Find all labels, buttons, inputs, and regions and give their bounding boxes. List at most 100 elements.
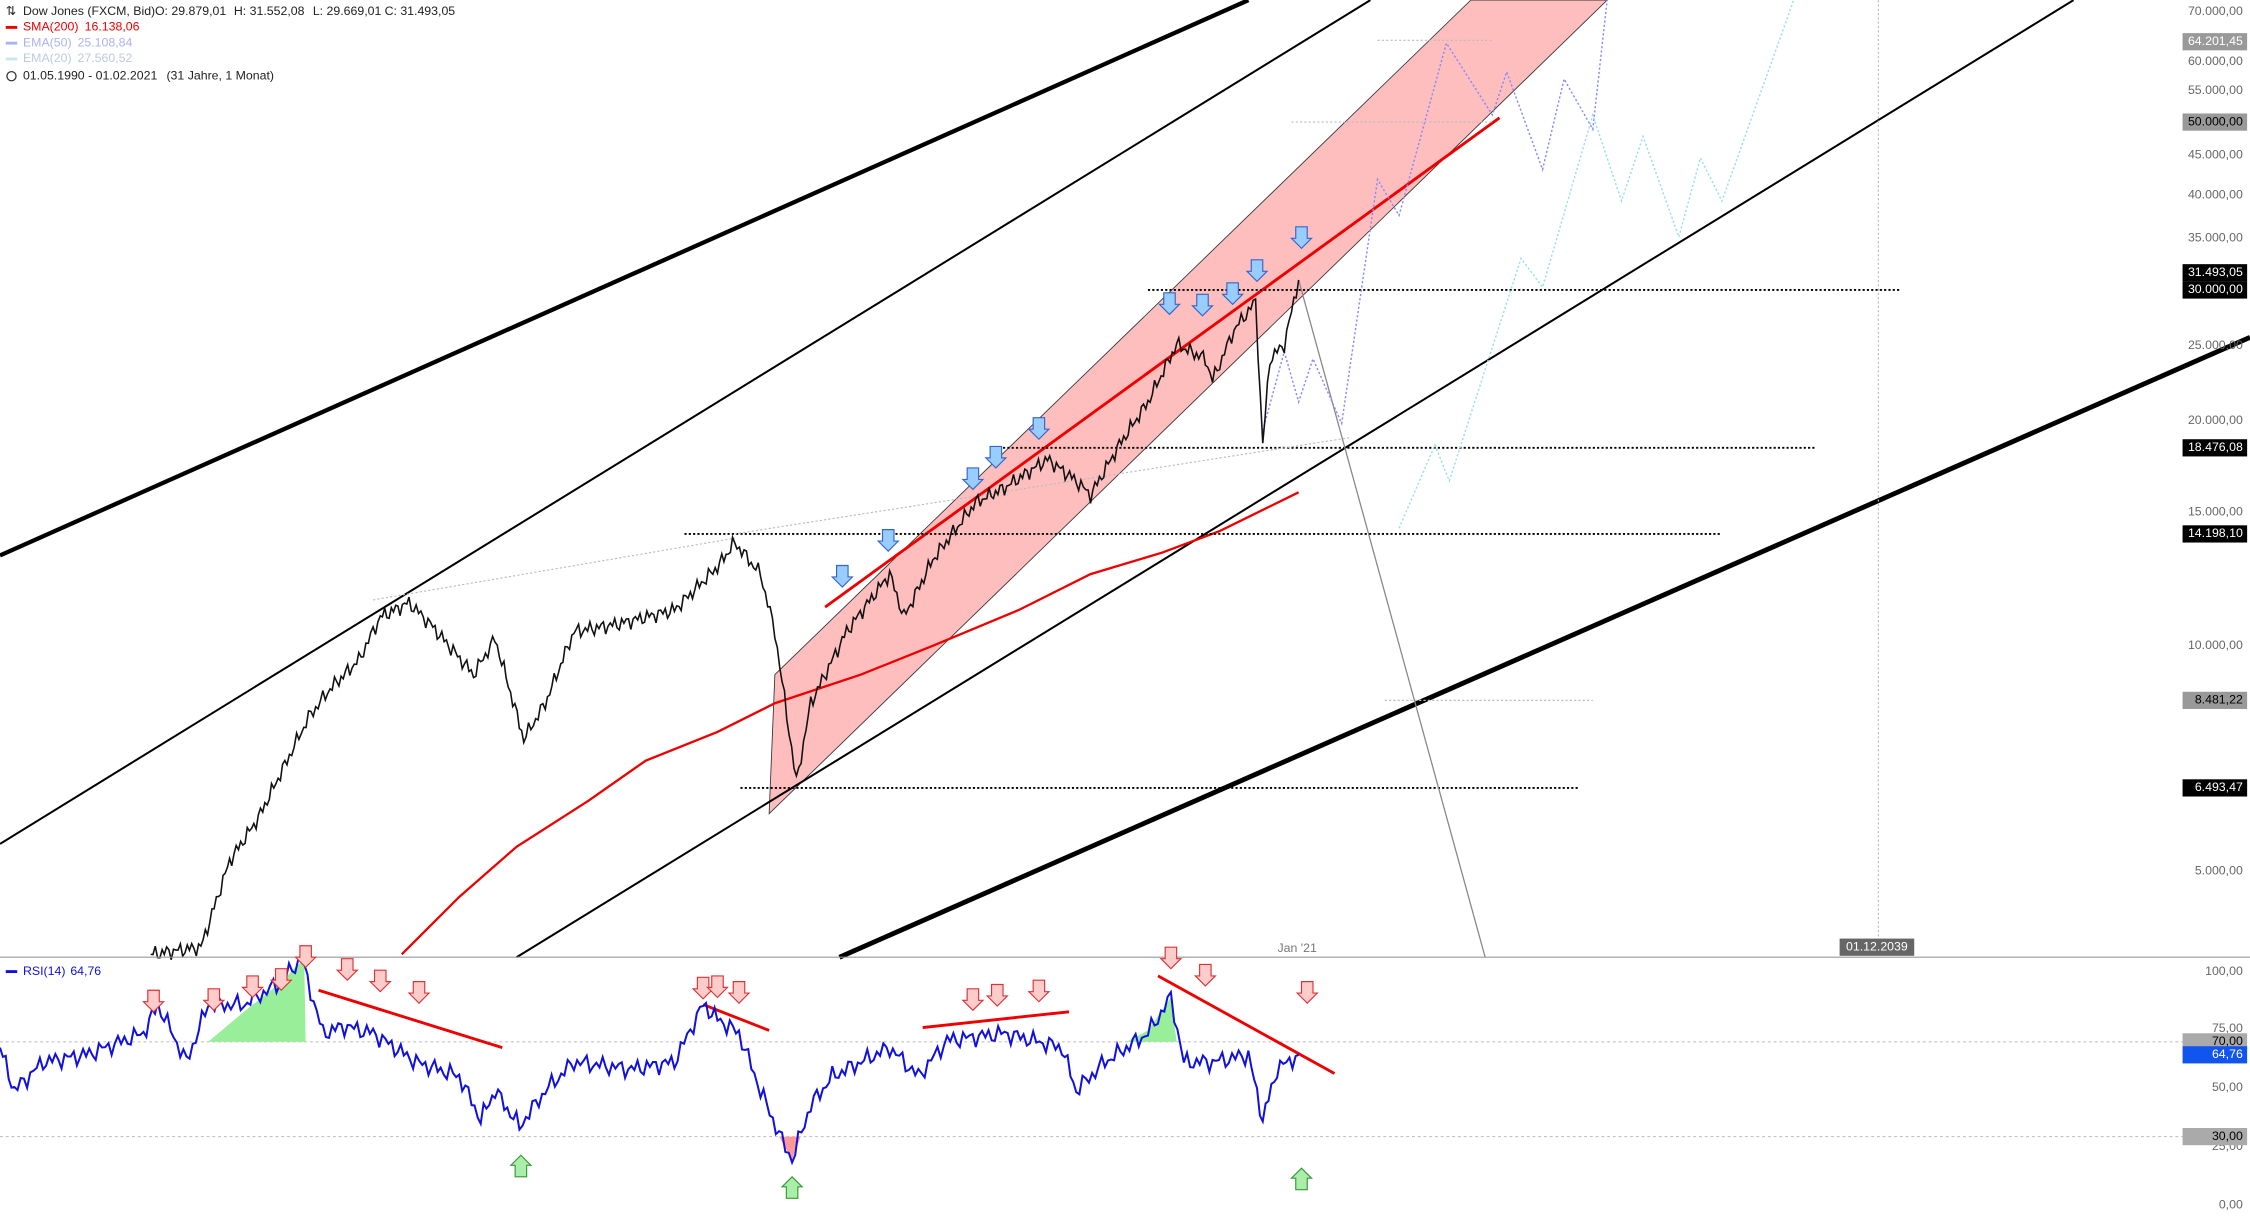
rsi-label: 0,00 bbox=[2219, 1198, 2243, 1212]
price-series bbox=[150, 279, 1300, 960]
buy-arrow bbox=[509, 1154, 533, 1178]
price-marker: 64.201,45 bbox=[2188, 34, 2243, 48]
sell-arrow bbox=[202, 988, 226, 1012]
sell-arrow bbox=[294, 945, 318, 969]
rsi-trend-line bbox=[922, 1010, 1070, 1029]
rsi-series bbox=[0, 957, 1300, 1166]
rsi-label: 75,00 bbox=[2212, 1021, 2243, 1035]
price-marker: 50.000,00 bbox=[2188, 114, 2243, 128]
rsi-marker: 70,00 bbox=[2212, 1034, 2243, 1048]
sell-arrow bbox=[1245, 259, 1269, 283]
ohlc: O: 29.879,01 bbox=[155, 4, 226, 18]
time-marker: 01.12.2039 bbox=[1846, 939, 1908, 953]
price-label: 10.000,00 bbox=[2188, 638, 2243, 652]
light-levels bbox=[372, 0, 1879, 941]
sma-line bbox=[400, 491, 1300, 956]
instrument-icon: ⇅ bbox=[6, 4, 16, 18]
price-marker: 18.476,08 bbox=[2188, 440, 2243, 454]
buy-arrow bbox=[780, 1175, 804, 1199]
price-label: 5.000,00 bbox=[2195, 863, 2243, 877]
trend-line bbox=[516, 0, 2075, 959]
price-label: 55.000,00 bbox=[2188, 83, 2243, 97]
buy-arrow bbox=[1290, 1167, 1313, 1191]
price-marker-box bbox=[2182, 525, 2248, 543]
indicator-name: SMA(200) bbox=[23, 20, 79, 34]
price-label: 40.000,00 bbox=[2188, 188, 2243, 202]
trend-line bbox=[824, 116, 1501, 609]
rsi-marker: 30,00 bbox=[2212, 1129, 2243, 1143]
sell-arrow bbox=[142, 989, 165, 1013]
sell-arrow bbox=[1158, 292, 1181, 316]
sell-arrow bbox=[727, 981, 751, 1004]
level-line bbox=[734, 437, 1349, 535]
sell-arrow bbox=[830, 564, 854, 588]
ohlc: C: 31.493,05 bbox=[385, 4, 456, 18]
price-line bbox=[150, 279, 1300, 960]
indicator-name: EMA(20) bbox=[23, 51, 72, 65]
time-marker-box bbox=[1839, 938, 1915, 956]
price-label: 70.000,00 bbox=[2188, 4, 2243, 18]
sell-arrow bbox=[1295, 981, 1319, 1004]
projection-path bbox=[1262, 0, 1608, 431]
rsi-line bbox=[0, 957, 1300, 1166]
rsi-marker: 64,76 bbox=[2212, 1047, 2243, 1061]
duration: (31 Jahre, 1 Monat) bbox=[166, 68, 274, 82]
price-label: 15.000,00 bbox=[2188, 505, 2243, 519]
rsi-trend-line bbox=[702, 1003, 770, 1032]
price-label: 20.000,00 bbox=[2188, 413, 2243, 427]
price-marker-box bbox=[2182, 779, 2248, 797]
rsi-title: RSI(14) bbox=[23, 964, 65, 978]
price-marker-box bbox=[2182, 113, 2248, 131]
ohlc: L: 29.669,01 bbox=[313, 4, 382, 18]
sell-arrow bbox=[1027, 417, 1051, 441]
header: ⇅ Dow Jones (FXCM, Bid) O: 29.879,01 H: … bbox=[6, 4, 1317, 978]
sell-arrow bbox=[876, 529, 900, 552]
rsi-label: 100,00 bbox=[2205, 964, 2243, 978]
sell-arrow bbox=[961, 467, 985, 491]
price-marker: 8.481,22 bbox=[2195, 693, 2243, 707]
price-marker: 30.000,00 bbox=[2188, 282, 2243, 296]
trend-line bbox=[0, 0, 1250, 558]
rsi-value: 64,76 bbox=[70, 964, 101, 978]
sell-arrow bbox=[691, 976, 715, 1000]
sell-arrow bbox=[241, 975, 264, 999]
price-marker-box bbox=[2182, 33, 2248, 51]
price-label: 35.000,00 bbox=[2188, 231, 2243, 245]
rsi-trend-line bbox=[1157, 974, 1336, 1075]
sell-arrow bbox=[269, 968, 293, 992]
price-marker-box bbox=[2182, 439, 2248, 457]
sell-arrow bbox=[985, 983, 1009, 1007]
price-marker-box bbox=[2182, 264, 2248, 282]
price-marker: 6.493,47 bbox=[2195, 780, 2243, 794]
axes: 70.000,00 60.000,00 55.000,00 45.000,00 40.0… bbox=[1839, 4, 2248, 1212]
price-label: 25.000,00 bbox=[2188, 338, 2243, 352]
sell-arrow bbox=[1159, 946, 1183, 970]
rsi-pane bbox=[0, 958, 2196, 1160]
price-marker-box bbox=[2182, 691, 2248, 709]
rsi-label: 50,00 bbox=[2212, 1080, 2243, 1094]
sell-arrow bbox=[407, 981, 431, 1004]
signal-arrows bbox=[142, 226, 1319, 1199]
date-range: 01.05.1990 - 01.02.2021 bbox=[23, 68, 158, 82]
price-label: 60.000,00 bbox=[2188, 54, 2243, 68]
projection-line bbox=[1298, 279, 1486, 958]
indicator-name: EMA(50) bbox=[23, 35, 72, 49]
sell-arrow bbox=[1290, 226, 1313, 250]
sell-arrow bbox=[1191, 293, 1214, 317]
sell-arrow bbox=[1027, 979, 1051, 1003]
indicator-value: 25.108,84 bbox=[77, 35, 132, 49]
sell-arrow bbox=[984, 445, 1008, 469]
trend-line bbox=[838, 335, 2250, 960]
sell-arrow bbox=[335, 958, 359, 982]
sell-arrow bbox=[368, 969, 392, 993]
rsi-marker-box bbox=[2182, 1033, 2248, 1051]
rsi-marker-box bbox=[2182, 1046, 2248, 1064]
instrument: Dow Jones (FXCM, Bid) bbox=[23, 4, 155, 18]
indicator-value: 27.560,52 bbox=[77, 51, 132, 65]
time-label: Jan '21 bbox=[1278, 941, 1318, 955]
drawings bbox=[0, 0, 2250, 960]
rsi-trend-line bbox=[318, 988, 503, 1050]
overbought-area bbox=[208, 958, 306, 1042]
